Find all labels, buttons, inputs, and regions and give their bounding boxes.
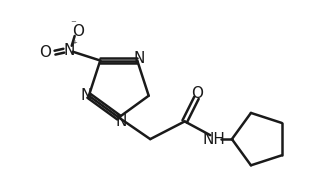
- Text: ⁻: ⁻: [70, 19, 76, 29]
- Text: O: O: [39, 45, 51, 60]
- Text: N: N: [115, 114, 126, 129]
- Text: N: N: [63, 43, 75, 58]
- Text: ⁺: ⁺: [72, 40, 78, 50]
- Text: O: O: [191, 86, 204, 101]
- Text: N: N: [80, 88, 91, 103]
- Text: N: N: [134, 51, 145, 66]
- Text: NH: NH: [203, 132, 226, 147]
- Text: O: O: [73, 24, 84, 39]
